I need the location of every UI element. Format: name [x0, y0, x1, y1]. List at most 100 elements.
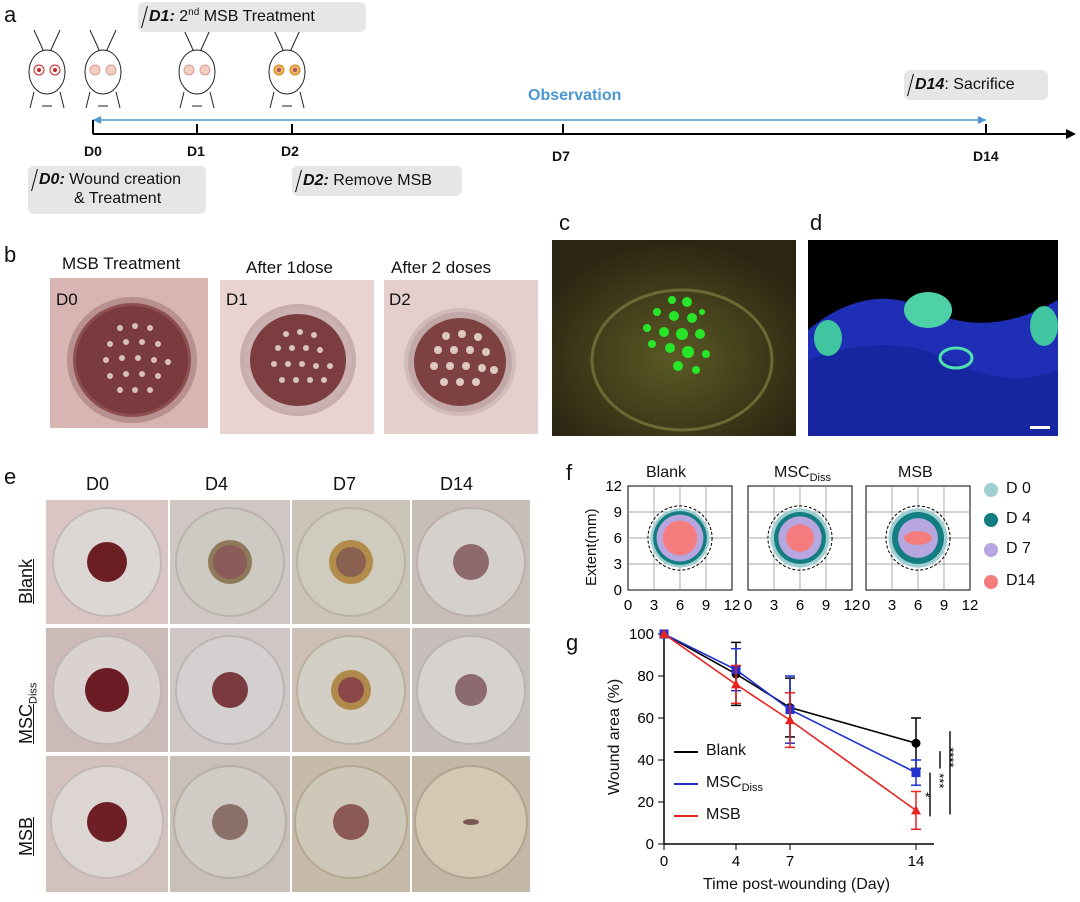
histology-image-d [808, 240, 1058, 436]
panel-a-letter: a [4, 2, 17, 27]
legend-swatch [984, 483, 998, 497]
x-tick-label: 0 [744, 597, 752, 614]
y-tick-label: 80 [637, 668, 654, 685]
wound-photo [412, 500, 530, 624]
d0-tag: D0: [39, 171, 65, 189]
d2-tag: D2: [303, 172, 329, 190]
x-tick-label: 6 [914, 597, 922, 614]
sig-label: *** [932, 773, 947, 788]
d14-text: : Sacrifice [944, 76, 1015, 94]
reference-circle [885, 505, 951, 571]
panel-c-letter: c [559, 210, 570, 235]
y-tick-label: 20 [637, 794, 654, 811]
y-tick-label: 0 [614, 582, 622, 599]
y-tick-label: 3 [614, 556, 622, 573]
legend-line [674, 815, 698, 817]
panel-f-title-3: MSB [898, 464, 933, 481]
fluorescence-image-c [552, 240, 796, 436]
x-tick-label: 4 [732, 853, 740, 870]
x-tick-label: 12 [844, 597, 861, 614]
series-line [663, 633, 917, 744]
d14-label-box: D14: Sacrifice [904, 70, 1048, 100]
observation-label: Observation [528, 87, 622, 104]
legend-swatch [984, 543, 998, 557]
panel-f-title-2: MSCDiss [774, 464, 831, 484]
series-msb [659, 629, 921, 831]
panel-f-ylabel: Extent(mm) [583, 508, 600, 586]
wound-photo [412, 628, 530, 752]
x-tick-label: 6 [676, 597, 684, 614]
legend-swatch [984, 513, 998, 527]
x-tick-label: 6 [796, 597, 804, 614]
panel-e-col-d14: D14 [440, 474, 474, 494]
sig-label: **** [942, 747, 957, 767]
panel-e-col-d4: D4 [205, 474, 229, 494]
x-tick-label: 3 [888, 597, 896, 614]
panel-e-row-sub: Diss [27, 682, 40, 704]
data-point [911, 805, 921, 815]
wound-photo [170, 500, 290, 624]
photo-b-d0 [50, 278, 208, 428]
panel-f-title-1: Blank [646, 464, 687, 481]
d0-text-1: Wound creation [64, 171, 181, 189]
panel-f-letter: f [566, 460, 573, 485]
legend-swatch [984, 575, 998, 589]
x-tick-label: 7 [786, 853, 794, 870]
wound-photo [46, 628, 168, 752]
panel-f-title-msc: MSC [774, 464, 810, 481]
x-tick-label: 3 [650, 597, 658, 614]
wound-photo [292, 628, 410, 752]
panel-b-day-1: D0 [56, 290, 78, 309]
photo-b-d1 [220, 280, 374, 434]
y-tick-label: 60 [637, 710, 654, 727]
panel-f-legend: D 0 D 4 D 7 D14 [982, 478, 1072, 598]
wound-photo [292, 500, 410, 624]
d0-label-box: D0: Wound creation & Treatment [28, 166, 206, 214]
d1-ordinal: 2 [179, 8, 189, 26]
legend-label: D 7 [1006, 540, 1031, 557]
panel-b-caption-3: After 2 doses [391, 258, 492, 277]
mouse-icon [28, 29, 66, 109]
y-tick-label: 40 [637, 752, 654, 769]
extent-plot: 0 3 6 9 12 [862, 485, 979, 614]
panel-b-day-2: D1 [226, 290, 248, 309]
legend-label: MSCDiss [706, 774, 763, 794]
extent-plot: 0 3 6 9 12 [744, 485, 861, 614]
data-point [785, 715, 795, 725]
timeline-day-d14: D14 [973, 148, 999, 164]
photo-b-d2 [384, 280, 538, 434]
legend-label: D14 [1006, 572, 1036, 589]
x-tick-label: 12 [962, 597, 979, 614]
legend-line [674, 783, 698, 785]
y-tick-label: 9 [614, 504, 622, 521]
mouse-icon [178, 29, 216, 109]
y-tick-label: 6 [614, 530, 622, 547]
wound-photo [46, 756, 168, 892]
data-point [911, 768, 921, 778]
timeline-day-d1: D1 [187, 143, 205, 159]
x-tick-label: 14 [908, 853, 925, 870]
reference-circle [647, 505, 713, 571]
panel-d-letter: d [810, 210, 823, 235]
extent-area [662, 520, 698, 556]
panel-e-row-blank: Blank [16, 558, 36, 604]
x-tick-label: 0 [862, 597, 870, 614]
panel-e-col-d0: D0 [86, 474, 110, 494]
panel-e-row-mscdiss: MSCDiss [16, 683, 40, 744]
panel-g-letter: g [566, 630, 579, 655]
x-tick-label: 9 [822, 597, 830, 614]
data-point [731, 679, 741, 689]
x-tick-label: 0 [624, 597, 632, 614]
chart-legend: Blank MSCDiss MSB [674, 740, 814, 832]
x-tick-label: 3 [770, 597, 778, 614]
wound-photo-grid [46, 500, 530, 892]
series-line [663, 633, 917, 774]
series-line [663, 633, 917, 812]
extent-area-d14 [904, 531, 932, 545]
panel-b-letter: b [4, 242, 17, 267]
wound-photo [292, 756, 410, 892]
timeline-day-d2: D2 [281, 143, 299, 159]
legend-label: MSB [706, 806, 741, 823]
legend-label: Blank [706, 742, 747, 759]
